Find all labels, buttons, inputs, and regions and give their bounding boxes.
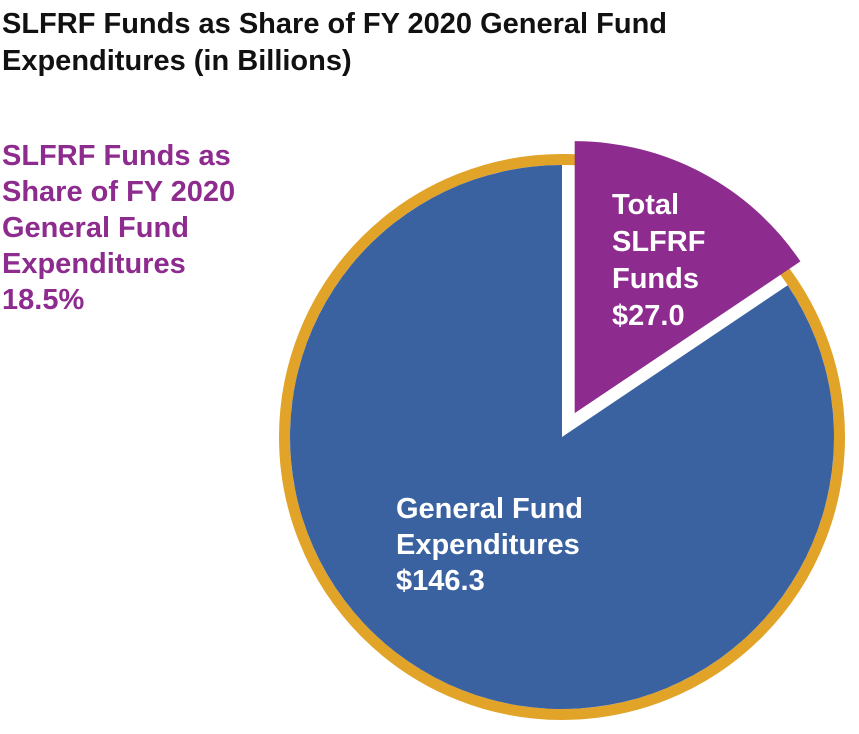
- slice-label-total-slfrf-funds: Total SLFRF Funds $27.0: [612, 189, 705, 332]
- share-callout-value: 18.5%: [2, 284, 85, 316]
- pie-slices: [289, 141, 834, 709]
- share-callout-line-1: SLFRF Funds as: [2, 140, 231, 172]
- share-callout: SLFRF Funds as Share of FY 2020 General …: [2, 138, 272, 318]
- chart-title: SLFRF Funds as Share of FY 2020 General …: [2, 6, 852, 80]
- slice-label-line: Total: [612, 189, 679, 221]
- slice-label-line: SLFRF: [612, 226, 705, 258]
- pie-slice-total-slfrf-funds: [574, 141, 801, 414]
- slice-label-line: $146.3: [396, 565, 485, 597]
- slice-label-line: $27.0: [612, 300, 685, 332]
- chart-title-line-2: Expenditures (in Billions): [2, 45, 352, 77]
- slice-label-line: General Fund: [396, 493, 583, 525]
- share-callout-line-4: Expenditures: [2, 248, 186, 280]
- share-callout-line-3: General Fund: [2, 212, 189, 244]
- pie-slice-general-fund-expenditures: [289, 165, 834, 709]
- share-callout-line-2: Share of FY 2020: [2, 176, 236, 208]
- slice-label-line: Funds: [612, 263, 699, 295]
- pie-slice-labels: Total SLFRF Funds $27.0 General Fund Expendit…: [396, 189, 705, 597]
- pie-outer-ring: [279, 154, 845, 720]
- slice-label-general-fund-expenditures: General Fund Expenditures $146.3: [396, 493, 583, 597]
- chart-title-line-1: SLFRF Funds as Share of FY 2020 General …: [2, 8, 668, 40]
- slice-label-line: Expenditures: [396, 529, 580, 561]
